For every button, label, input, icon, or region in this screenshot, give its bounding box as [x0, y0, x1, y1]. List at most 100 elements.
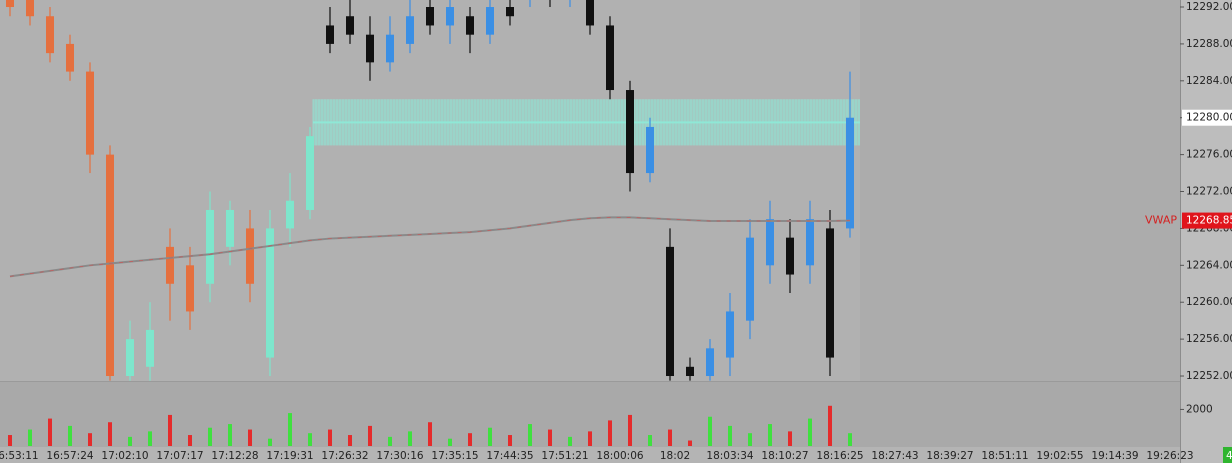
candle-body	[206, 209, 214, 284]
candle-body	[826, 228, 834, 358]
x-tick-label: 18:39:27	[926, 450, 973, 462]
x-tick-label: 19:14:39	[1091, 450, 1138, 462]
candle-body	[6, 0, 14, 8]
x-tick-label: 17:35:15	[431, 450, 478, 462]
badge: 4	[1226, 450, 1232, 462]
volume-bar	[828, 405, 832, 446]
candle-body	[506, 7, 514, 17]
candle-body	[166, 246, 174, 284]
volume-bar	[188, 435, 192, 446]
volume-bar	[788, 431, 792, 446]
candle-body	[106, 154, 114, 377]
candle-body	[746, 237, 754, 321]
candle-body	[126, 339, 134, 377]
candle-body	[26, 0, 34, 17]
x-tick-label: 17:44:35	[486, 450, 533, 462]
x-tick-label: 19:26:23	[1146, 450, 1193, 462]
candle-body	[366, 34, 374, 63]
volume-bar	[428, 422, 432, 446]
volume-bar	[48, 418, 52, 446]
volume-bar	[848, 433, 852, 446]
volume-bar	[288, 413, 292, 446]
vwap-price-box	[1182, 212, 1232, 229]
badge-box	[1223, 447, 1232, 463]
vwap-price-label: 12268.85	[1186, 215, 1232, 227]
volume-bar	[628, 414, 632, 446]
candle-body	[286, 200, 294, 229]
candle-body	[66, 43, 74, 72]
volume-bar	[508, 435, 512, 446]
candle-body	[306, 136, 314, 210]
x-tick-label: 17:07:17	[156, 450, 203, 462]
x-tick-label: 17:12:28	[211, 450, 258, 462]
volume-bar	[348, 435, 352, 446]
candle-body	[626, 90, 634, 174]
candle-body	[146, 329, 154, 367]
volume-bar	[8, 435, 12, 446]
volume-bar	[388, 436, 392, 446]
y-tick-label: 12264.00	[1186, 259, 1232, 271]
candle-body	[726, 311, 734, 358]
volume-bar	[128, 436, 132, 446]
volume-bar	[88, 433, 92, 446]
x-tick-label: 18:51:11	[981, 450, 1028, 462]
candle-body	[186, 265, 194, 312]
x-tick-label: 18:03:34	[706, 450, 753, 462]
candle-body	[806, 219, 814, 266]
candle-body	[606, 25, 614, 91]
volume-bar	[688, 440, 692, 446]
candle-body	[766, 219, 774, 266]
x-tick-label: 17:19:31	[266, 450, 313, 462]
volume-bar	[368, 425, 372, 446]
candle-body	[466, 16, 474, 35]
volume-bar	[488, 427, 492, 446]
price-plot	[6, 0, 860, 381]
volume-bar	[208, 427, 212, 446]
volume-bar	[808, 418, 812, 446]
volume-bar	[108, 422, 112, 446]
volume-bar	[708, 416, 712, 446]
candle-body	[226, 209, 234, 247]
y-tick-label: 12284.00	[1186, 75, 1232, 87]
volume-bar	[588, 431, 592, 446]
candle-body	[426, 7, 434, 26]
candle-body	[486, 7, 494, 35]
price-axis	[1180, 0, 1232, 463]
candle-body	[586, 0, 594, 26]
y-tick-label: 12260.00	[1186, 296, 1232, 308]
candle-body	[646, 126, 654, 174]
x-tick-label: 16:57:24	[46, 450, 93, 462]
y-tick-label: 12272.00	[1186, 186, 1232, 198]
volume-bar	[748, 433, 752, 446]
x-tick-label: 18:27:43	[871, 450, 918, 462]
volume-bar	[768, 424, 772, 446]
last-price-label: 12280.00	[1186, 112, 1232, 124]
candle-body	[86, 71, 94, 155]
time-axis	[0, 447, 1180, 463]
volume-bar	[668, 429, 672, 446]
candle-body	[326, 25, 334, 44]
y-tick-label: 12256.00	[1186, 333, 1232, 345]
candle-body	[786, 237, 794, 275]
volume-bar	[608, 420, 612, 446]
y-tick-label: 12276.00	[1186, 149, 1232, 161]
y-tick-label: 12292.00	[1186, 1, 1232, 13]
volume-bar	[328, 429, 332, 446]
volume-bar	[268, 438, 272, 446]
volume-bar	[568, 436, 572, 446]
x-tick-label: 17:26:32	[321, 450, 368, 462]
vwap-name: VWAP	[1145, 214, 1177, 227]
volume-plot	[8, 405, 852, 446]
candle-body	[846, 117, 854, 229]
volume-bar	[448, 438, 452, 446]
volume-bar	[648, 435, 652, 446]
last-price-box	[1182, 109, 1232, 126]
volume-bar	[148, 431, 152, 446]
volume-bar	[408, 431, 412, 446]
x-tick-label: 18:16:25	[816, 450, 863, 462]
vwap-line-accent	[9, 216, 851, 277]
x-tick-label: 18:02	[660, 450, 690, 462]
candle-body	[446, 7, 454, 26]
